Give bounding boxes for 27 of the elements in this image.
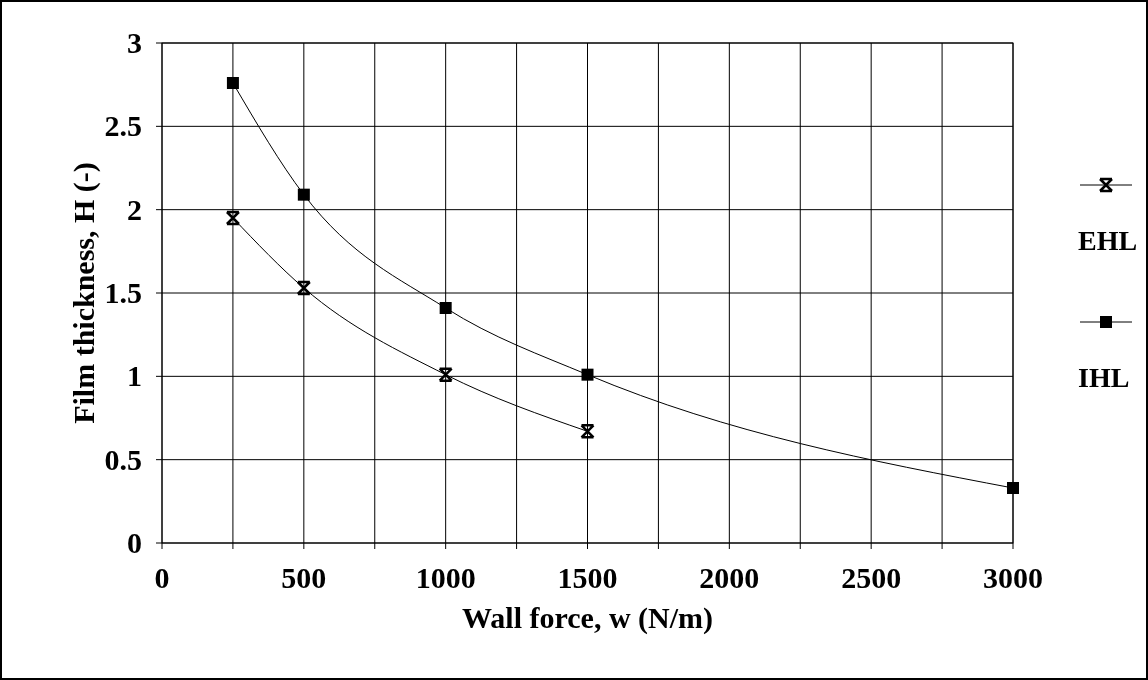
point <box>580 424 595 439</box>
y-tick-label: 3 <box>127 26 142 59</box>
point <box>226 77 239 89</box>
x-tick-label: 2500 <box>841 561 902 594</box>
y-tick-label: 1.5 <box>104 276 142 309</box>
y-tick-label: 0.5 <box>104 442 142 476</box>
x-tick-label: 3000 <box>983 561 1043 594</box>
x-tick-label: 0 <box>154 561 170 594</box>
y-tick-label: 1 <box>127 359 142 393</box>
y-tick-label: 2 <box>127 192 142 226</box>
point <box>225 210 241 226</box>
x-axis-title: Wall force, w (N/m) <box>461 601 714 635</box>
text: EHL <box>1078 225 1138 256</box>
y-tick-label: 2.5 <box>104 109 142 143</box>
point <box>297 188 310 201</box>
x-tick-label: 1500 <box>557 561 618 594</box>
text: IHL <box>1078 362 1130 393</box>
x-tick-label: 2000 <box>699 561 760 594</box>
point <box>439 302 452 314</box>
point <box>296 280 312 296</box>
y-tick-label: 0 <box>127 526 142 559</box>
x-tick-label: 500 <box>281 561 327 594</box>
y-axis-title: Film thickness, H (-) <box>67 162 101 424</box>
x-tick-label: 1000 <box>415 561 476 594</box>
point <box>438 367 453 382</box>
point <box>581 368 594 381</box>
point <box>1007 482 1019 494</box>
